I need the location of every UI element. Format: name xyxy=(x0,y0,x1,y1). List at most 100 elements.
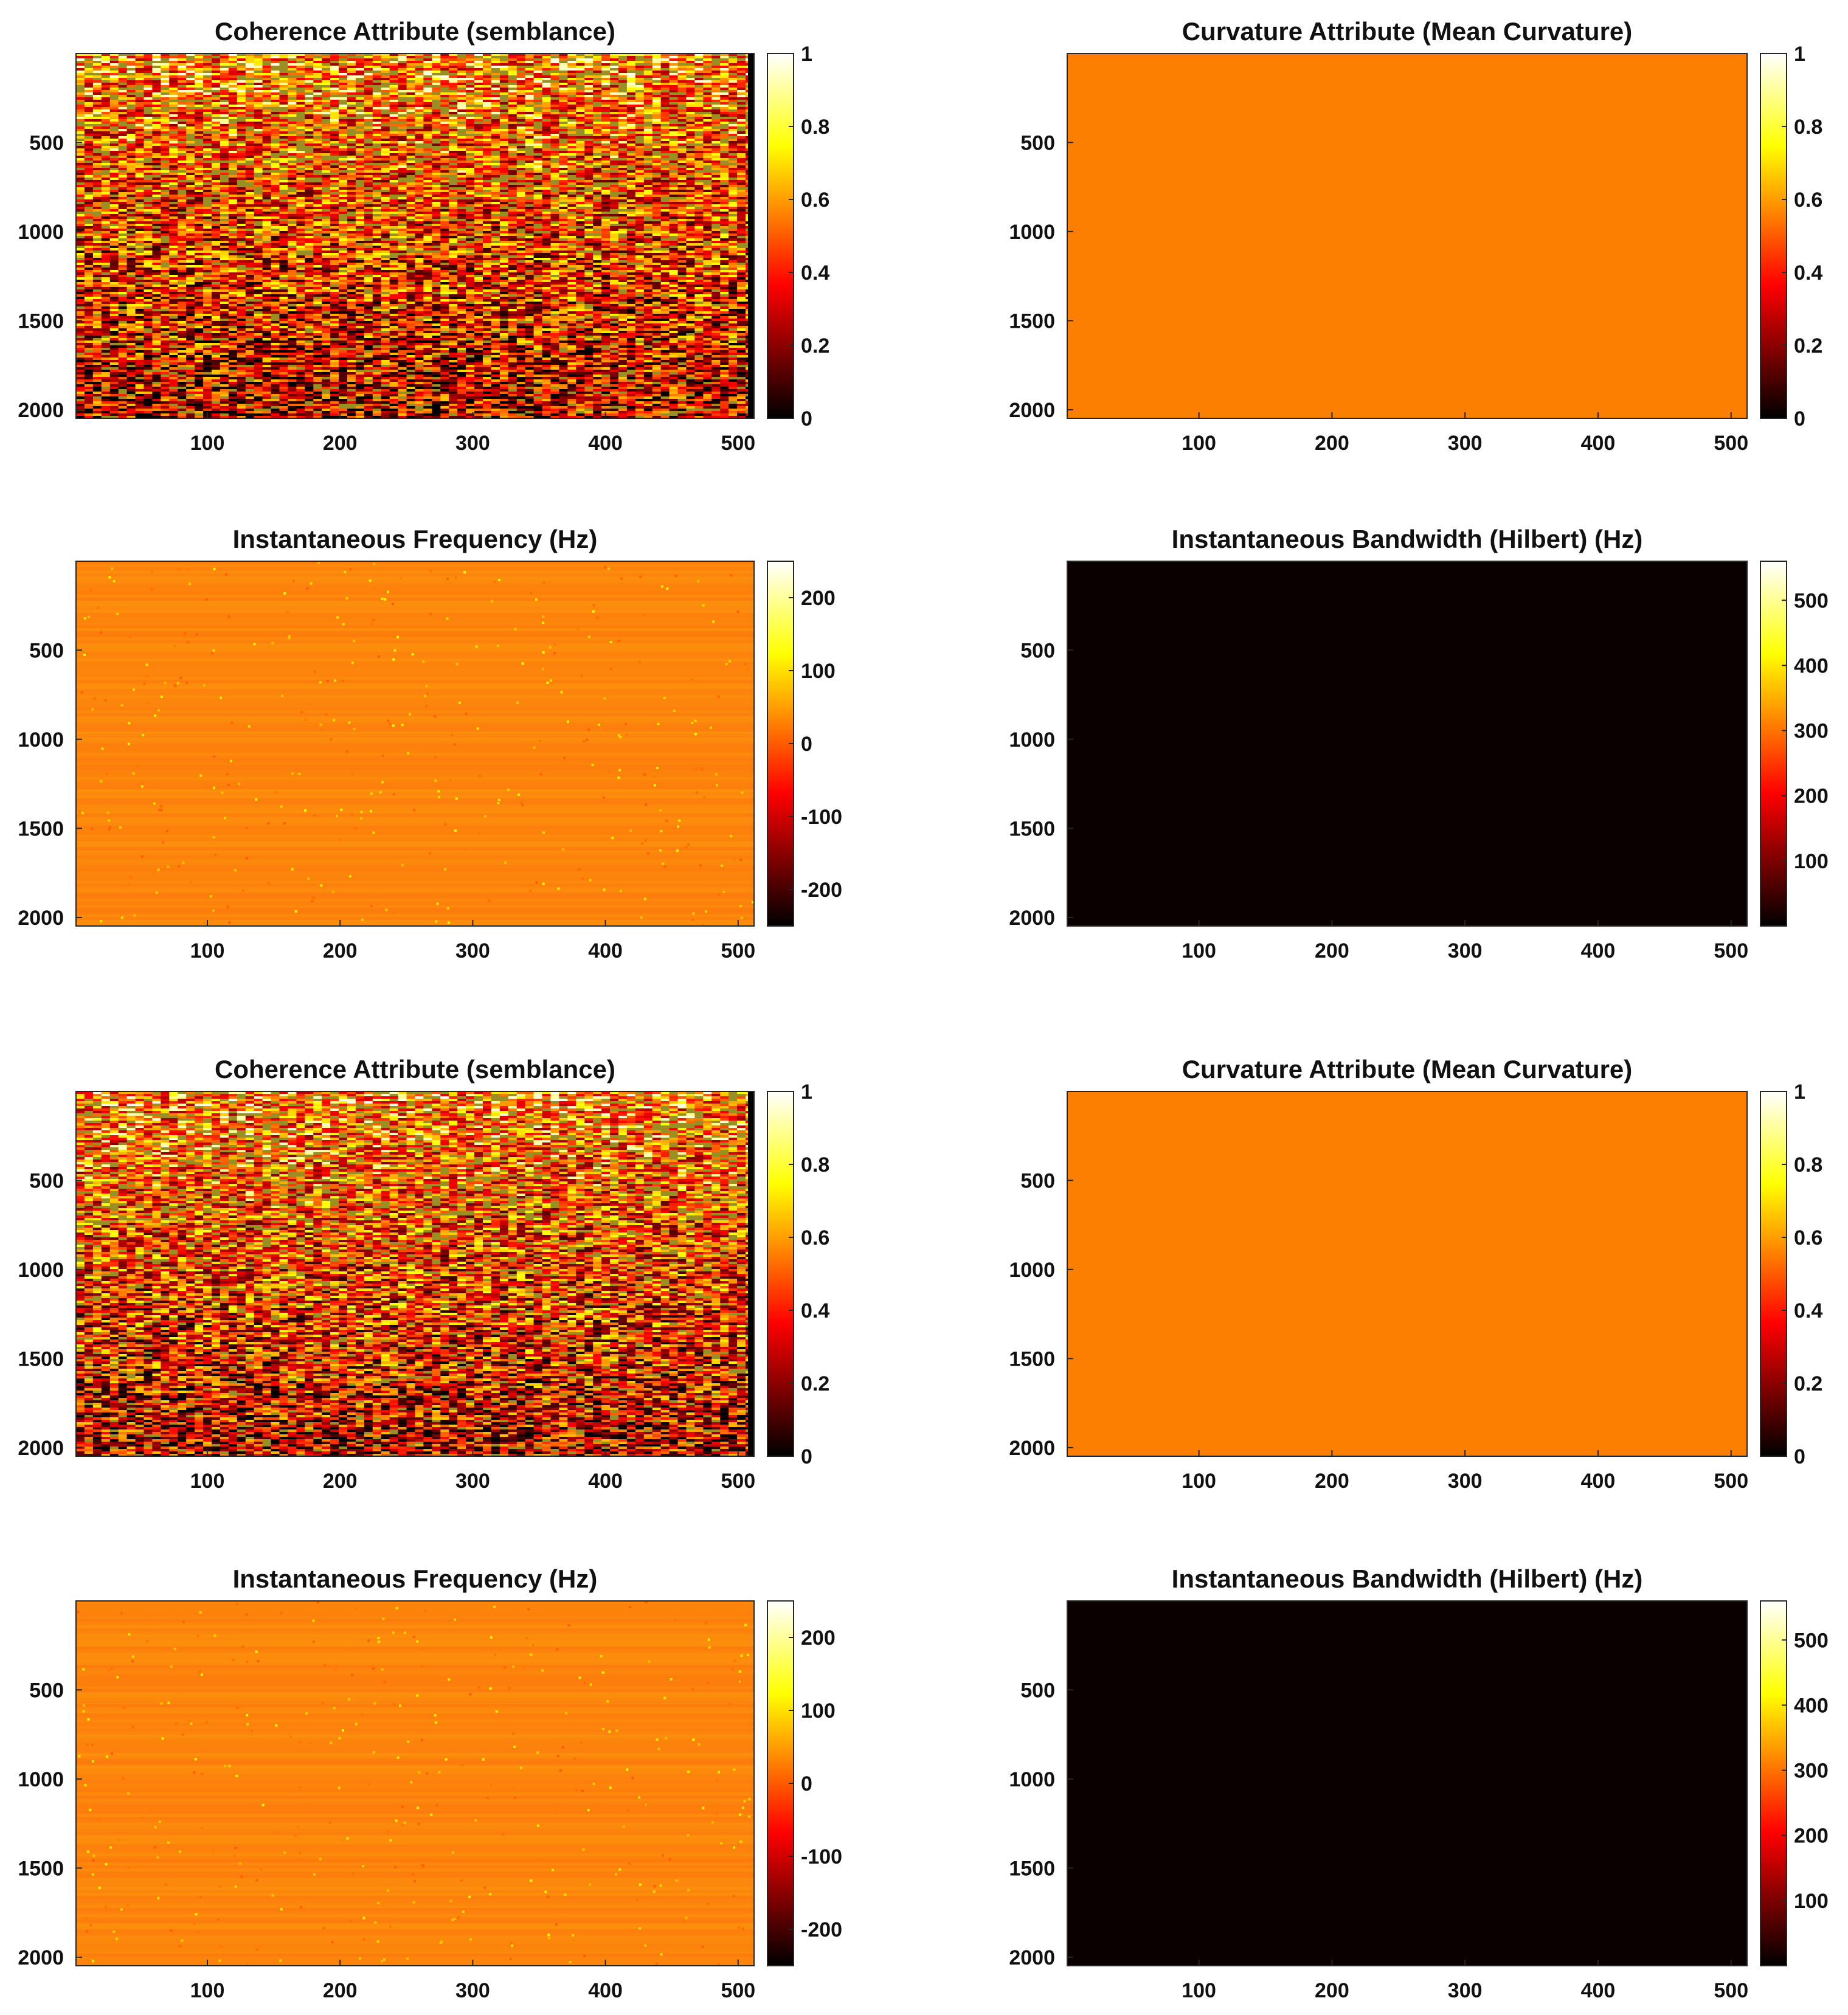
heatmap-cell xyxy=(271,199,280,202)
heatmap-cell xyxy=(610,161,619,164)
heatmap-cell xyxy=(212,170,221,173)
heatmap-cell xyxy=(296,124,305,127)
heatmap-cell xyxy=(660,97,670,100)
heatmap-cell xyxy=(533,129,543,132)
heatmap-cell xyxy=(228,182,238,185)
heatmap-cell xyxy=(499,165,509,168)
heatmap-cell xyxy=(322,146,331,149)
heatmap-cell xyxy=(381,119,390,122)
heatmap-cell xyxy=(288,156,297,159)
heatmap-cell xyxy=(178,85,187,88)
heatmap-cell xyxy=(195,141,204,144)
heatmap-cell xyxy=(686,139,695,142)
heatmap-cell xyxy=(508,173,517,176)
heatmap-cell xyxy=(228,131,238,134)
heatmap-cell xyxy=(525,68,535,71)
heatmap-cell xyxy=(228,185,238,188)
heatmap-cell xyxy=(406,88,416,91)
heatmap-cell xyxy=(559,75,568,78)
heatmap-cell xyxy=(652,197,662,200)
heatmap-cell xyxy=(652,199,662,202)
heatmap-cell xyxy=(152,80,161,83)
heatmap-cell xyxy=(313,83,322,86)
heatmap-cell xyxy=(178,199,187,202)
heatmap-cell xyxy=(449,88,458,91)
heatmap-cell xyxy=(406,131,416,134)
heatmap-cell xyxy=(144,156,153,159)
heatmap-cell xyxy=(279,185,288,188)
heatmap-cell xyxy=(313,153,322,156)
heatmap-cell xyxy=(212,202,221,205)
heatmap-cell xyxy=(372,85,382,88)
heatmap-cell xyxy=(237,204,246,207)
heatmap-cell xyxy=(296,119,305,122)
heatmap-cell xyxy=(330,107,339,110)
heatmap-cell xyxy=(212,190,221,193)
heatmap-cell xyxy=(212,112,221,115)
heatmap-cell xyxy=(686,148,695,151)
heatmap-cell xyxy=(220,146,229,149)
heatmap-cell xyxy=(195,124,204,127)
heatmap-cell xyxy=(559,134,568,137)
heatmap-cell xyxy=(415,73,424,76)
heatmap-cell xyxy=(669,100,679,103)
heatmap-cell xyxy=(508,83,517,86)
heatmap-cell xyxy=(347,95,356,98)
heatmap-cell xyxy=(703,156,712,159)
heatmap-cell xyxy=(576,80,585,83)
heatmap-cell xyxy=(440,148,449,151)
heatmap-cell xyxy=(322,129,331,132)
heatmap-cell xyxy=(559,71,568,74)
heatmap-cell xyxy=(76,129,85,132)
heatmap-cell xyxy=(601,68,611,71)
heatmap-cell xyxy=(195,195,204,198)
heatmap-cell xyxy=(499,66,509,69)
heatmap-cell xyxy=(474,80,483,83)
heatmap-cell xyxy=(711,90,721,93)
heatmap-cell xyxy=(677,109,687,112)
heatmap-cell xyxy=(660,66,670,69)
heatmap-cell xyxy=(262,119,272,122)
heatmap-cell xyxy=(677,165,687,168)
heatmap-cell xyxy=(279,83,288,86)
heatmap-cell xyxy=(152,83,161,86)
heatmap-cell xyxy=(245,202,255,205)
heatmap-cell xyxy=(601,190,611,193)
heatmap-cell xyxy=(76,105,85,108)
heatmap-cell xyxy=(322,139,331,142)
heatmap-cell xyxy=(330,61,339,64)
heatmap-cell xyxy=(406,141,416,144)
heatmap-cell xyxy=(372,129,382,132)
heatmap-cell xyxy=(254,56,263,59)
heatmap-cell xyxy=(262,204,272,207)
heatmap-cell xyxy=(92,173,102,176)
heatmap-cell xyxy=(720,197,729,200)
heatmap-cell xyxy=(542,88,552,91)
heatmap-cell xyxy=(381,88,390,91)
heatmap-cell xyxy=(144,58,153,61)
heatmap-cell xyxy=(305,124,314,127)
heatmap-cell xyxy=(254,80,263,83)
heatmap-cell xyxy=(576,153,585,156)
heatmap-cell xyxy=(686,202,695,205)
heatmap-cell xyxy=(279,54,288,57)
heatmap-cell xyxy=(720,100,729,103)
heatmap-cell xyxy=(466,143,475,147)
heatmap-cell xyxy=(355,114,365,117)
heatmap-cell xyxy=(533,54,543,57)
heatmap-cell xyxy=(372,156,382,159)
heatmap-cell xyxy=(372,102,382,105)
heatmap-cell xyxy=(652,175,662,178)
heatmap-cell xyxy=(449,92,458,95)
heatmap-cell xyxy=(516,102,526,105)
heatmap-cell xyxy=(508,197,517,200)
heatmap-cell xyxy=(466,173,475,176)
heatmap-cell xyxy=(635,71,645,74)
heatmap-cell xyxy=(364,173,373,176)
heatmap-cell xyxy=(677,90,687,93)
heatmap-cell xyxy=(516,73,526,76)
heatmap-cell xyxy=(195,204,204,207)
heatmap-cell xyxy=(711,141,721,144)
heatmap-cell xyxy=(254,197,263,200)
heatmap-cell xyxy=(313,97,322,100)
